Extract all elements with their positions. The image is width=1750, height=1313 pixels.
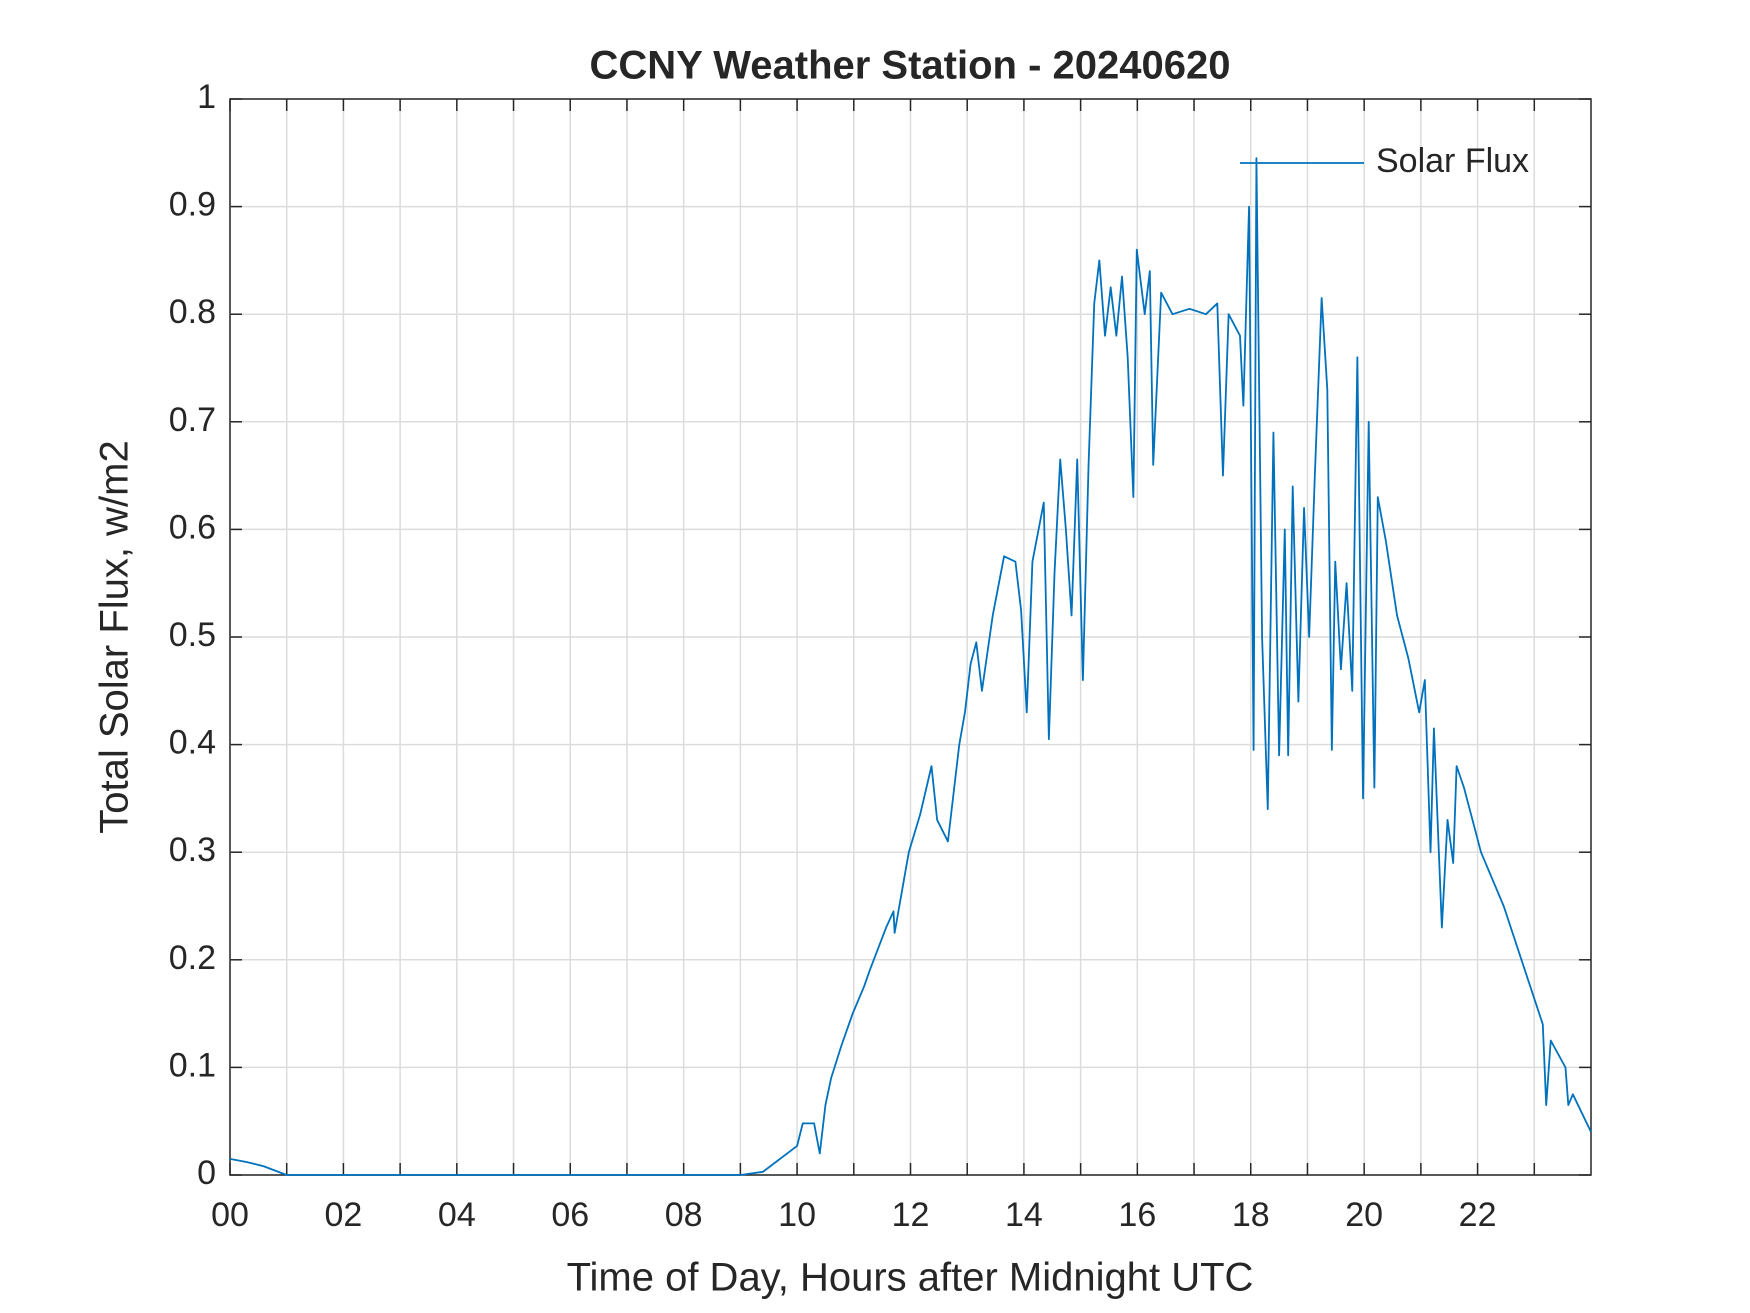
x-tick-label: 14: [1005, 1196, 1043, 1234]
x-tick-label: 12: [892, 1196, 930, 1234]
x-tick-label: 08: [665, 1196, 703, 1234]
y-tick-label: 0.7: [169, 401, 216, 439]
x-tick-label: 06: [551, 1196, 589, 1234]
x-tick-label: 22: [1459, 1196, 1497, 1234]
legend-label: Solar Flux: [1376, 142, 1529, 180]
x-axis-label: Time of Day, Hours after Midnight UTC: [567, 1256, 1254, 1300]
x-tick-label: 16: [1118, 1196, 1156, 1234]
x-tick-label: 18: [1232, 1196, 1270, 1234]
x-tick-label: 00: [211, 1196, 249, 1234]
y-tick-label: 0.9: [169, 186, 216, 224]
x-tick-label: 10: [778, 1196, 816, 1234]
y-tick-label: 0.8: [169, 293, 216, 331]
x-tick-label: 04: [438, 1196, 476, 1234]
plot-frame: [229, 98, 1592, 1176]
y-tick-label: 0.3: [169, 831, 216, 869]
y-tick-label: 0.4: [169, 724, 216, 762]
chart-title: CCNY Weather Station - 20240620: [590, 44, 1231, 88]
y-tick-label: 1: [197, 78, 216, 116]
x-tick-label: 20: [1345, 1196, 1383, 1234]
y-tick-label: 0: [197, 1154, 216, 1192]
data-line: [229, 157, 1592, 1176]
y-tick-label: 0.1: [169, 1046, 216, 1084]
y-tick-label: 0.2: [169, 939, 216, 977]
y-tick-label: 0.6: [169, 508, 216, 546]
x-tick-label: 02: [325, 1196, 363, 1234]
y-axis-label: Total Solar Flux, w/m2: [93, 440, 137, 833]
y-tick-label: 0.5: [169, 616, 216, 654]
